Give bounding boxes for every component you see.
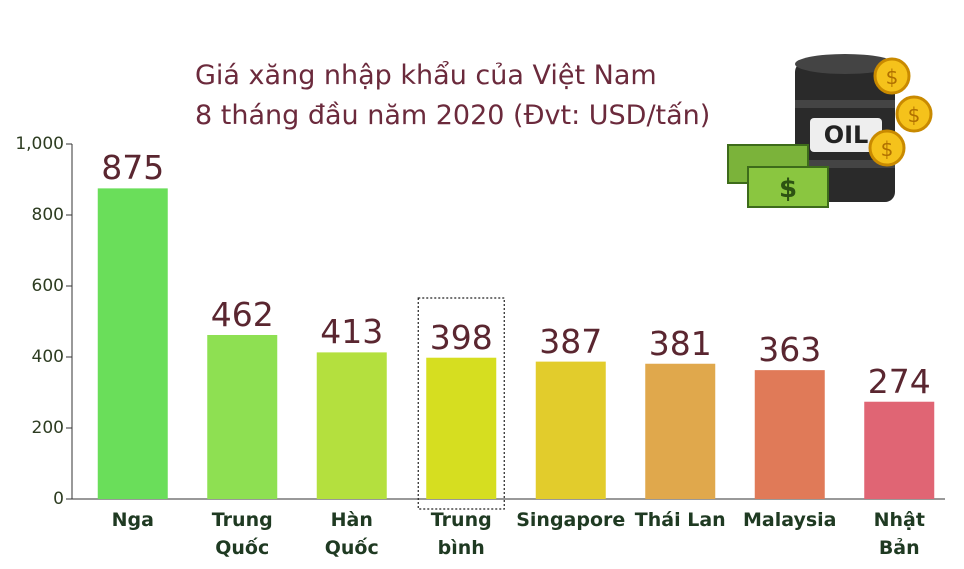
x-tick-label: Malaysia xyxy=(742,509,837,531)
x-tick-label: Thái Lan xyxy=(634,509,726,531)
bar xyxy=(645,363,716,499)
x-tick-label: Hàn Quốc xyxy=(324,509,379,559)
y-tick-label: 800 xyxy=(31,205,64,225)
highlight-box xyxy=(417,297,505,510)
chart-title: Giá xăng nhập khẩu của Việt Nam 8 tháng … xyxy=(195,60,711,131)
value-label: 413 xyxy=(320,312,384,352)
value-label: 398 xyxy=(429,317,493,357)
illustration-label: OIL xyxy=(824,121,869,149)
value-label: 363 xyxy=(758,330,822,370)
bar xyxy=(864,401,935,499)
x-tick-label: Nga xyxy=(111,509,154,531)
value-label: 381 xyxy=(648,323,712,363)
y-tick-label: 1,000 xyxy=(15,134,64,154)
x-tick-label: Singapore xyxy=(516,509,626,531)
bar xyxy=(535,361,606,499)
value-label: 875 xyxy=(101,148,165,188)
value-label: 274 xyxy=(867,361,931,401)
bar xyxy=(97,188,168,499)
y-tick-label: 400 xyxy=(31,347,64,367)
oil-illustration: OIL $ $ $ $ xyxy=(727,54,933,208)
bar xyxy=(207,334,278,499)
x-tick-label: Nhật Bản xyxy=(873,509,925,559)
svg-text:$: $ xyxy=(886,65,899,89)
svg-text:$: $ xyxy=(779,174,797,204)
x-tick-label: Trung Quốc xyxy=(211,509,273,559)
value-label: 387 xyxy=(539,321,603,361)
svg-text:$: $ xyxy=(881,137,894,161)
svg-text:$: $ xyxy=(908,103,921,127)
y-tick-label: 0 xyxy=(53,489,64,509)
bar xyxy=(316,352,387,499)
bar xyxy=(426,357,497,499)
y-tick-label: 600 xyxy=(31,276,64,296)
x-tick-label: Trung bình xyxy=(430,509,492,559)
y-tick-label: 200 xyxy=(31,418,64,438)
bar xyxy=(754,370,825,499)
value-label: 462 xyxy=(210,294,274,334)
